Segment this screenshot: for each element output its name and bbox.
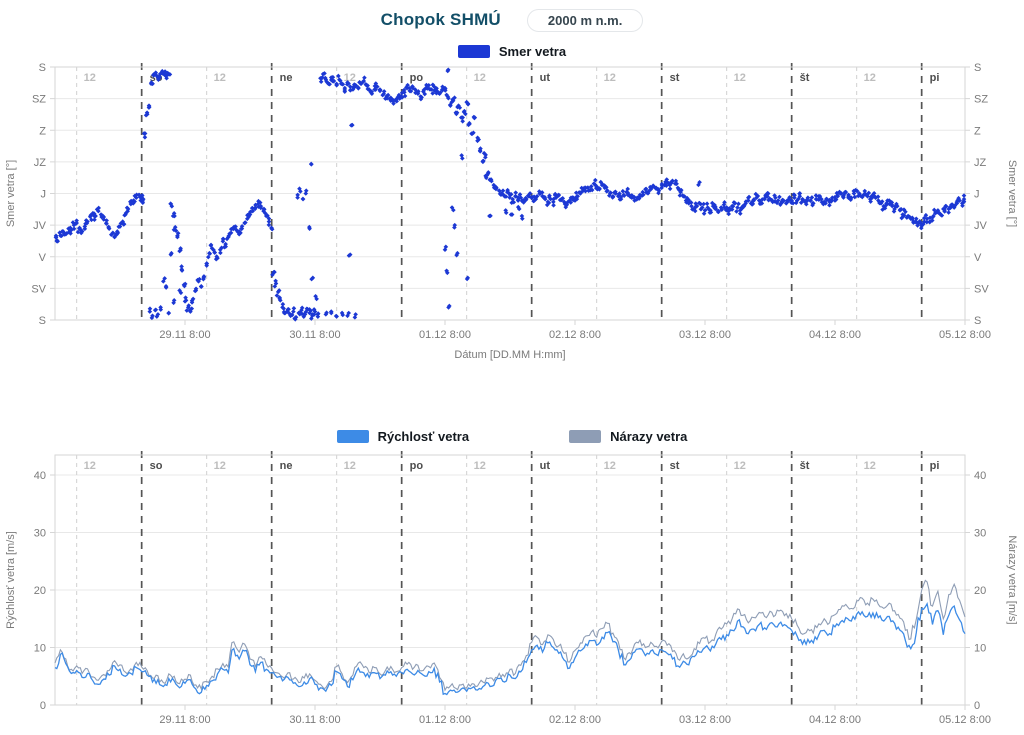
svg-text:ut: ut	[540, 460, 551, 472]
svg-text:12: 12	[604, 72, 616, 84]
svg-text:st: st	[670, 460, 680, 472]
wind-direction-chart[interactable]: S SSZ SZZ ZJZ JZJ JJV JVV VSV SVS S12 12 12 12 12 12 12…	[0, 60, 1024, 370]
svg-text:so: so	[150, 460, 163, 472]
svg-text:ne: ne	[280, 460, 293, 472]
svg-text:04.12 8:00: 04.12 8:00	[809, 329, 861, 341]
svg-text:pi: pi	[930, 460, 940, 472]
svg-text:Nárazy vetra [m/s]: Nárazy vetra [m/s]	[1006, 535, 1018, 624]
svg-text:10: 10	[974, 643, 986, 655]
svg-text:30: 30	[974, 528, 986, 540]
svg-text:02.12 8:00: 02.12 8:00	[549, 329, 601, 341]
svg-text:SV: SV	[31, 283, 46, 295]
svg-text:12: 12	[474, 460, 486, 472]
svg-text:V: V	[974, 252, 982, 264]
svg-text:03.12 8:00: 03.12 8:00	[679, 329, 731, 341]
svg-text:št: št	[800, 72, 810, 84]
legend-label-narazy-vetra: Nárazy vetra	[610, 428, 688, 444]
svg-text:12: 12	[864, 460, 876, 472]
svg-text:0: 0	[40, 700, 46, 712]
svg-text:JV: JV	[33, 220, 47, 232]
svg-text:29.11 8:00: 29.11 8:00	[159, 329, 210, 341]
speed-chart-legend: Rýchlosť vetra Nárazy vetra	[0, 427, 1024, 445]
svg-text:št: št	[800, 460, 810, 472]
svg-text:04.12 8:00: 04.12 8:00	[809, 714, 861, 726]
svg-text:pi: pi	[930, 72, 940, 84]
elevation-badge: 2000 m n.m.	[526, 8, 644, 32]
svg-text:12: 12	[864, 72, 876, 84]
svg-text:12: 12	[734, 460, 746, 472]
direction-chart-legend: Smer vetra	[0, 42, 1024, 60]
svg-text:J: J	[974, 189, 980, 201]
page-title: Chopok SHMÚ	[380, 10, 501, 29]
svg-text:12: 12	[474, 72, 486, 84]
svg-text:12: 12	[84, 72, 96, 84]
gust-line	[54, 579, 966, 692]
svg-text:0: 0	[974, 700, 980, 712]
svg-text:JZ: JZ	[974, 157, 987, 169]
svg-text:12: 12	[734, 72, 746, 84]
svg-text:30.11 8:00: 30.11 8:00	[289, 714, 340, 726]
svg-text:Smer vetra [°]: Smer vetra [°]	[1006, 160, 1018, 227]
svg-text:12: 12	[604, 460, 616, 472]
svg-text:Dátum [DD.MM H:mm]: Dátum [DD.MM H:mm]	[454, 349, 565, 361]
svg-text:S: S	[39, 315, 46, 327]
svg-text:10: 10	[34, 643, 46, 655]
speed-line	[54, 601, 966, 696]
page-header: Chopok SHMÚ 2000 m n.m.	[0, 0, 1024, 34]
svg-text:Z: Z	[974, 125, 981, 137]
svg-text:20: 20	[974, 585, 986, 597]
svg-text:st: st	[670, 72, 680, 84]
svg-text:05.12 8:00: 05.12 8:00	[939, 329, 991, 341]
svg-text:po: po	[410, 460, 424, 472]
svg-text:12: 12	[214, 460, 226, 472]
svg-text:SV: SV	[974, 283, 989, 295]
legend-item-narazy-vetra[interactable]: Nárazy vetra	[569, 429, 687, 444]
svg-text:S: S	[39, 62, 46, 74]
legend-swatch-narazy-vetra	[569, 429, 602, 443]
direction-points	[53, 67, 967, 322]
svg-text:Z: Z	[39, 125, 46, 137]
svg-text:J: J	[41, 189, 47, 201]
svg-text:SZ: SZ	[974, 94, 988, 106]
svg-text:JV: JV	[974, 220, 988, 232]
svg-text:29.11 8:00: 29.11 8:00	[159, 714, 210, 726]
svg-text:12: 12	[84, 460, 96, 472]
svg-text:Smer vetra [°]: Smer vetra [°]	[5, 160, 17, 227]
svg-text:40: 40	[974, 470, 986, 482]
svg-text:20: 20	[34, 585, 46, 597]
svg-text:JZ: JZ	[34, 157, 47, 169]
svg-text:ne: ne	[280, 72, 293, 84]
svg-text:V: V	[39, 252, 47, 264]
svg-text:03.12 8:00: 03.12 8:00	[679, 714, 731, 726]
svg-text:SZ: SZ	[32, 94, 46, 106]
legend-swatch-smer-vetra	[457, 44, 490, 58]
svg-text:01.12 8:00: 01.12 8:00	[419, 329, 471, 341]
legend-item-smer-vetra[interactable]: Smer vetra	[457, 43, 567, 59]
svg-text:01.12 8:00: 01.12 8:00	[419, 714, 471, 726]
svg-text:02.12 8:00: 02.12 8:00	[549, 714, 601, 726]
svg-text:S: S	[974, 315, 981, 327]
legend-swatch-rychlost-vetra	[336, 429, 369, 443]
svg-text:12: 12	[214, 72, 226, 84]
wind-speed-chart[interactable]: 0 0 10 10 20 20 30 30 40 40 12 12 12 12 12 12 12 so ne po ut…	[0, 445, 1024, 735]
svg-text:ut: ut	[540, 72, 551, 84]
svg-text:Rýchlosť vetra [m/s]: Rýchlosť vetra [m/s]	[5, 531, 17, 629]
legend-label-rychlost-vetra: Rýchlosť vetra	[377, 428, 470, 444]
svg-text:30: 30	[34, 528, 46, 540]
svg-text:30.11 8:00: 30.11 8:00	[289, 329, 340, 341]
svg-text:40: 40	[34, 470, 46, 482]
svg-text:12: 12	[344, 460, 356, 472]
legend-label-smer-vetra: Smer vetra	[498, 43, 567, 59]
svg-text:S: S	[974, 62, 981, 74]
legend-item-rychlost-vetra[interactable]: Rýchlosť vetra	[336, 428, 470, 444]
svg-text:05.12 8:00: 05.12 8:00	[939, 714, 991, 726]
svg-text:po: po	[410, 72, 424, 84]
